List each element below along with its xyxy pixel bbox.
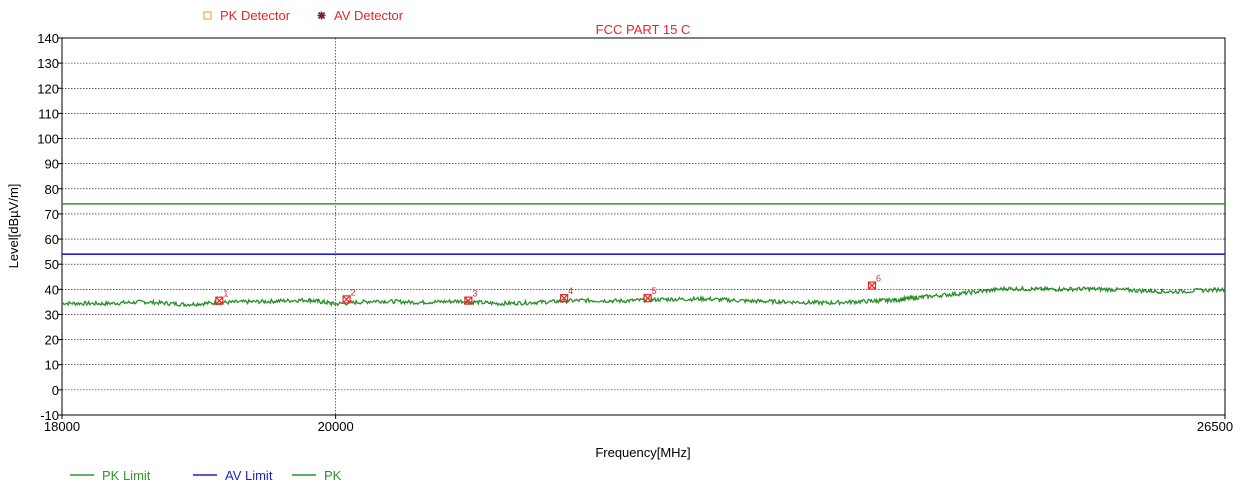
marker-cross	[215, 296, 224, 305]
marker-cross	[868, 281, 876, 290]
marker-2: 2	[342, 287, 356, 304]
y-tick-label: 90	[45, 157, 59, 172]
y-axis-title: Level[dBµV/m]	[6, 184, 21, 269]
y-tick-label: 60	[45, 232, 59, 247]
legend-label: PK Limit	[102, 468, 151, 483]
marker-square	[560, 294, 569, 303]
series-legend: PK Limit AV Limit PK	[70, 468, 342, 483]
y-tick-label: -10	[40, 408, 59, 423]
y-tick-label: 70	[45, 207, 59, 222]
detector-legend: PK Detector AV Detector	[203, 8, 404, 23]
marker-label: 5	[652, 286, 657, 296]
marker-label: 6	[876, 274, 881, 284]
legend-label: PK Detector	[220, 8, 291, 23]
marker-cross	[464, 296, 473, 305]
marker-label: 4	[568, 286, 573, 296]
y-tick-label: 10	[45, 358, 59, 373]
y-tick-label: 110	[38, 106, 59, 121]
legend-item-pk-detector: PK Detector	[203, 8, 291, 23]
legend-label: AV Limit	[225, 468, 273, 483]
marker-3: 3	[464, 289, 477, 305]
series-layer	[61, 203, 1226, 308]
y-tick-label: 140	[37, 31, 59, 46]
y-tick-label: 80	[45, 182, 59, 197]
y-tick-label: 30	[45, 307, 59, 322]
legend-asterisk-symbol	[317, 11, 326, 20]
legend-square-symbol	[203, 11, 212, 20]
marker-1: 1	[215, 289, 228, 305]
plot-frame	[61, 37, 1226, 416]
y-tick-label: 20	[45, 333, 59, 348]
legend-item-pk: PK	[292, 468, 342, 483]
marker-label: 2	[351, 287, 356, 297]
y-tick-label: 0	[52, 383, 59, 398]
marker-square	[464, 296, 473, 305]
x-tick-label: 18000	[44, 419, 80, 434]
legend-item-av-detector: AV Detector	[317, 8, 404, 23]
marker-cross	[643, 294, 652, 303]
x-axis-ticks: 18000 20000 26500	[44, 415, 1233, 434]
y-tick-label: 50	[45, 257, 59, 272]
marker-4: 4	[560, 286, 573, 303]
y-axis-ticks: -10 0 10 20 30 40 50 60 70 80 90 100 110 120 130 140	[37, 31, 62, 423]
marker-cross	[560, 294, 569, 303]
marker-6: 6	[867, 274, 881, 290]
y-tick-label: 40	[45, 282, 59, 297]
x-axis-title: Frequency[MHz]	[595, 445, 690, 460]
marker-square	[215, 296, 224, 305]
x-tick-label: 26500	[1197, 419, 1233, 434]
marker-5: 5	[643, 286, 657, 303]
legend-item-pk-limit: PK Limit	[70, 468, 151, 483]
marker-label: 1	[223, 289, 228, 299]
x-tick-label: 20000	[318, 419, 354, 434]
series-line-pk	[61, 285, 1226, 308]
marker-cross	[342, 295, 351, 304]
chart-title: FCC PART 15 C	[596, 22, 691, 37]
y-tick-label: 100	[37, 132, 59, 147]
legend-label: PK	[324, 468, 342, 483]
y-tick-label: 120	[37, 81, 59, 96]
legend-label: AV Detector	[334, 8, 404, 23]
marker-label: 3	[472, 289, 477, 299]
marker-square	[867, 281, 877, 290]
grid	[62, 38, 1225, 415]
marker-square	[643, 294, 652, 303]
marker-square	[342, 295, 351, 304]
y-tick-label: 130	[37, 56, 59, 71]
marker-layer: 1 2 3 4 5 6	[215, 274, 881, 305]
legend-item-av-limit: AV Limit	[193, 468, 273, 483]
